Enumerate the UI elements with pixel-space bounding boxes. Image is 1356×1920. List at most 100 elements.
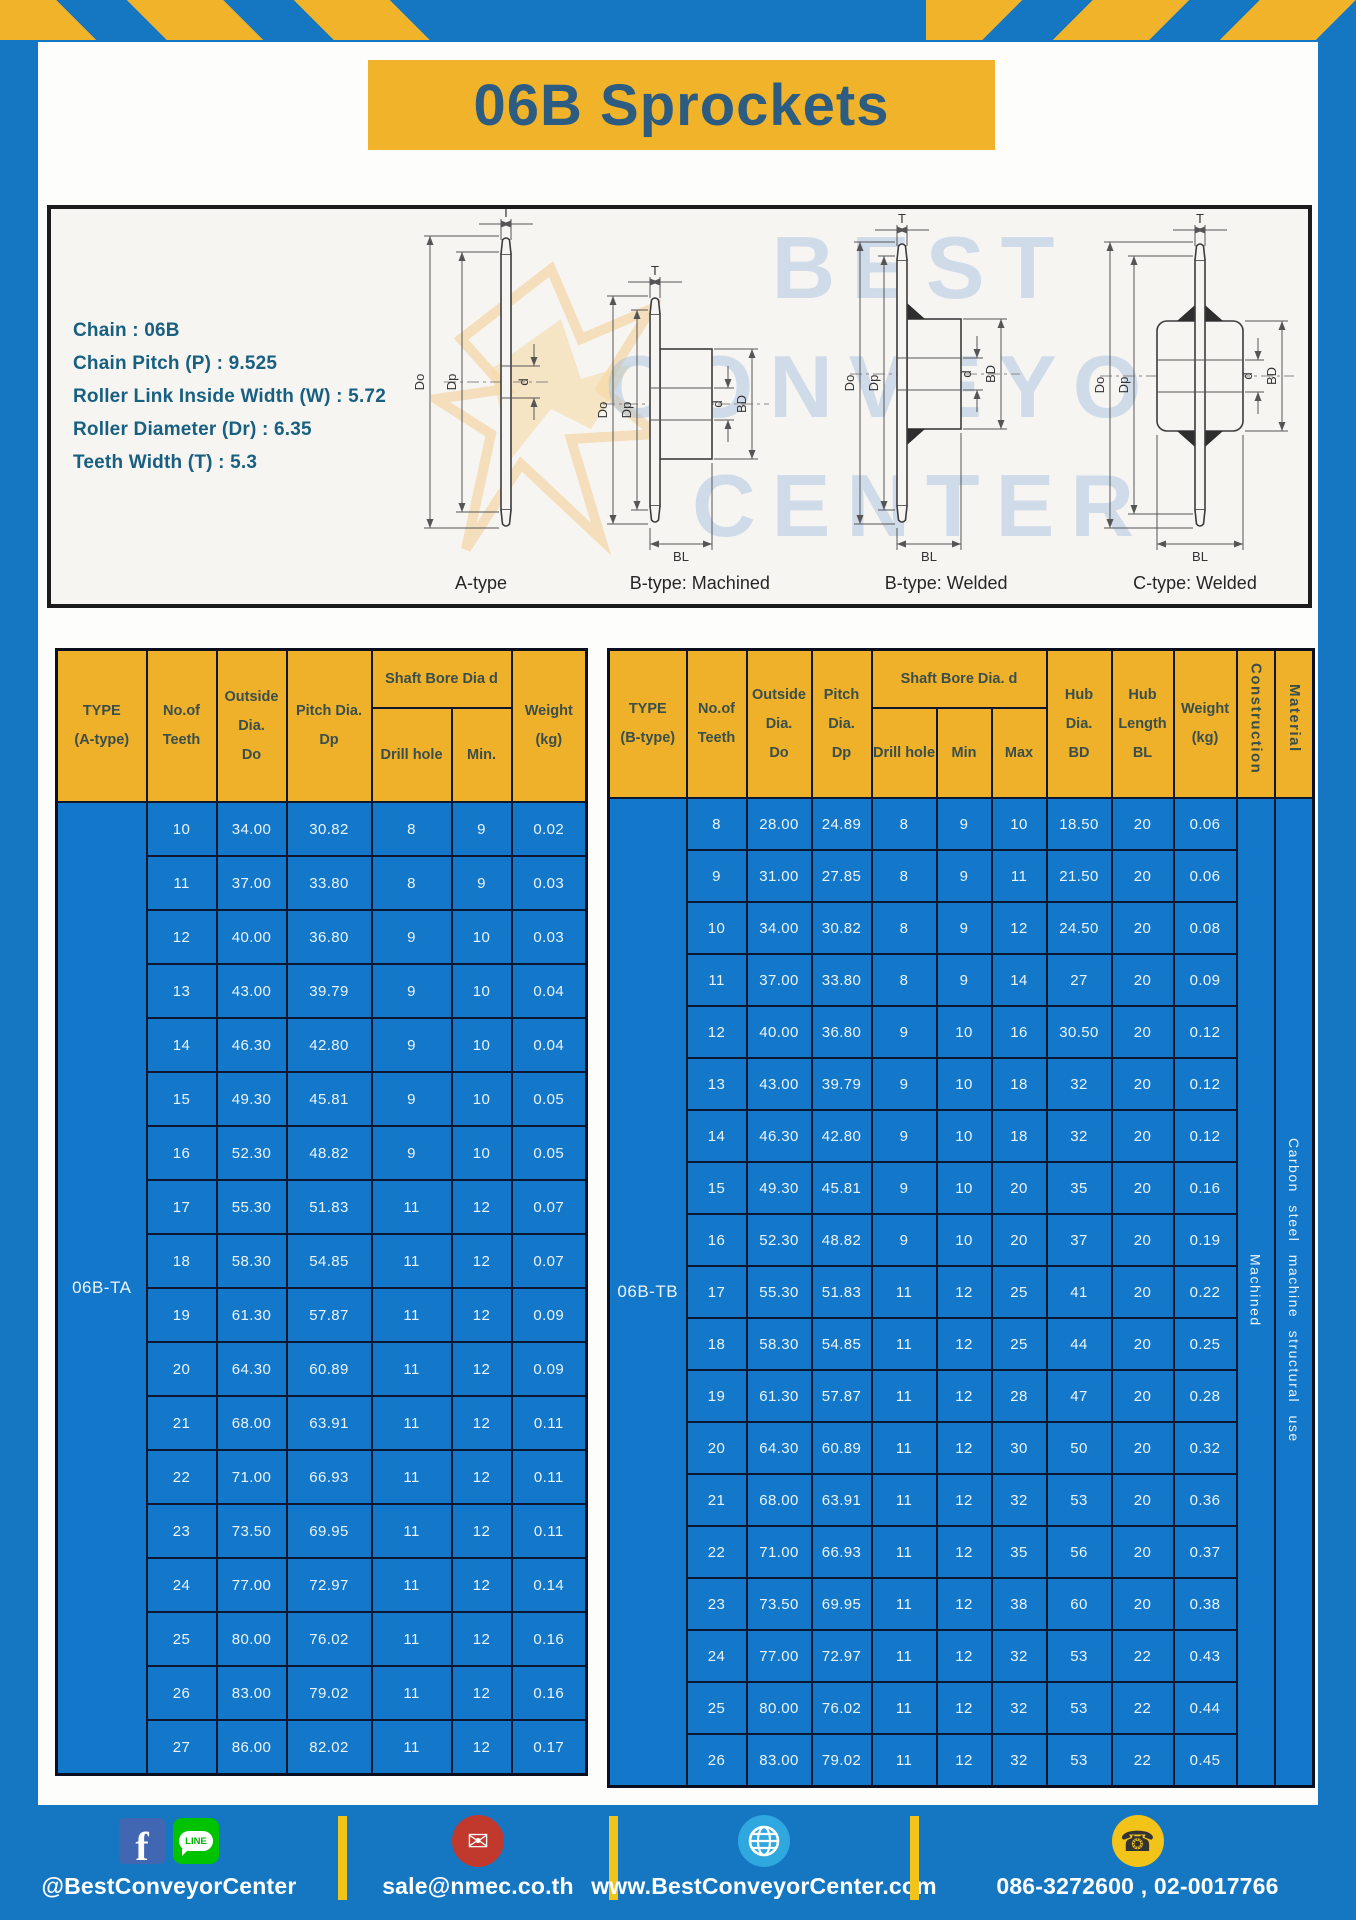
table-cell: 0.05 [510,1071,588,1127]
table-cell: 12 [990,901,1048,955]
chain-specs: Chain : 06B Chain Pitch (P) : 9.525 Roll… [73,309,386,485]
svg-text:Dp: Dp [866,375,881,392]
table-cell: 8 [870,953,938,1007]
table-row: 19 61.30 57.87 11 12 0.09 [57,1287,588,1343]
table-cell: 8 [870,797,938,851]
table-cell: 20 [1110,1577,1175,1631]
content-sheet: 06B Sprockets BEST CONVEYOR CENTER Chain… [38,42,1318,1805]
table-cell: 25 [990,1265,1048,1319]
table-cell: 14 [145,1017,218,1073]
table-cell: 0.05 [510,1125,588,1181]
table-cell: 49.30 [215,1071,288,1127]
table-cell: 12 [145,909,218,965]
table-cell: 19 [145,1287,218,1343]
table-cell: 20 [1110,797,1175,851]
table-cell: 21 [145,1395,218,1451]
table-cell: 11 [870,1265,938,1319]
table-cell: 57.87 [285,1287,373,1343]
svg-text:BD: BD [983,365,998,383]
table-cell: 13 [145,963,218,1019]
footer-email-section: ✉ sale@nmec.co.th [347,1814,609,1900]
table-cell: 0.03 [510,855,588,911]
table-cell: 20 [990,1161,1048,1215]
table-cell: 11 [870,1317,938,1371]
table-cell: 18 [990,1109,1048,1163]
table-cell: 63.91 [810,1473,873,1527]
table-cell: 12 [685,1005,748,1059]
col-header-construction: Construction [1235,648,1276,799]
table-cell: 71.00 [745,1525,813,1579]
table-cell: 20 [1110,849,1175,903]
sprocket-drawing-b-machined: T Do Dp d BD BL [595,252,802,571]
table-cell: 20 [1110,1057,1175,1111]
spec-roller-width: Roller Link Inside Width (W) : 5.72 [73,386,386,407]
table-cell: 11 [370,1719,453,1776]
table-cell: 26 [145,1665,218,1721]
table-cell: 82.02 [285,1719,373,1776]
table-cell: 0.19 [1172,1213,1238,1267]
table-cell: 46.30 [745,1109,813,1163]
table-cell: 12 [935,1681,993,1735]
table-cell: 12 [935,1733,993,1788]
table-cell: 69.95 [810,1577,873,1631]
table-cell: 10 [935,1109,993,1163]
table-cell: 66.93 [285,1449,373,1505]
diagram-b-type-welded: T Do Dp d BD BL B-type: Welded [842,211,1049,602]
table-cell: 76.02 [810,1681,873,1735]
table-cell: 28.00 [745,797,813,851]
table-cell: 10 [685,901,748,955]
table-cell: 72.97 [810,1629,873,1683]
table-row: 17 55.30 51.83 11 12 25 41 20 0.22 [609,1265,1314,1319]
table-row: 27 86.00 82.02 11 12 0.17 [57,1719,588,1776]
table-row: 16 52.30 48.82 9 10 20 37 20 0.19 [609,1213,1314,1267]
table-cell: 53 [1045,1629,1113,1683]
table-cell: 25 [145,1611,218,1667]
table-cell: 18 [685,1317,748,1371]
table-cell: 43.00 [745,1057,813,1111]
table-cell: 0.12 [1172,1005,1238,1059]
table-cell: 60.89 [810,1421,873,1475]
table-cell: 9 [370,963,453,1019]
svg-text:d: d [516,378,531,385]
svg-text:T: T [1196,214,1204,226]
table-cell: 0.25 [1172,1317,1238,1371]
table-cell: 11 [870,1525,938,1579]
table-cell: 12 [935,1629,993,1683]
col-header-teeth: No.of Teeth [685,648,748,799]
table-row: 19 61.30 57.87 11 12 28 47 20 0.28 [609,1369,1314,1423]
table-cell: 20 [1110,1109,1175,1163]
table-row: 15 49.30 45.81 9 10 0.05 [57,1071,588,1127]
table-cell: 12 [450,1395,513,1451]
table-cell: 10 [145,801,218,857]
table-row: 06B-TB 8 28.00 24.89 8 9 10 18.50 20 0.06 Machined… [607,797,1315,1788]
table-cell: 12 [450,1341,513,1397]
phone-numbers: 086-3272600 , 02-0017766 [996,1873,1279,1899]
email-icon: ✉ [452,1815,504,1867]
table-row: 26 83.00 79.02 11 12 32 53 22 0.45 [609,1733,1314,1788]
table-cell: 9 [450,801,513,857]
table-cell: 27 [145,1719,218,1776]
table-cell: 10 [935,1005,993,1059]
table-cell: 63.91 [285,1395,373,1451]
col-header-outside: Outside Dia. Do [745,648,813,799]
table-cell: 80.00 [745,1681,813,1735]
table-cell: 11 [870,1733,938,1788]
table-cell: 21 [685,1473,748,1527]
table-cell: 20 [1110,1265,1175,1319]
table-cell: 20 [1110,1317,1175,1371]
svg-text:d: d [710,400,725,407]
svg-text:Do: Do [1092,377,1107,394]
table-cell: 8 [870,901,938,955]
table-cell: 53 [1045,1733,1113,1788]
table-cell: 35 [990,1525,1048,1579]
table-cell: 34.00 [745,901,813,955]
table-cell: 24 [145,1557,218,1613]
table-row: 12 40.00 36.80 9 10 0.03 [57,909,588,965]
col-header-weight: Weight (kg) [510,648,588,803]
table-cell: 38 [990,1577,1048,1631]
table-cell: 0.06 [1172,797,1238,851]
table-cell: 45.81 [810,1161,873,1215]
col-header-type: TYPE (B-type) [607,648,688,799]
table-cell: 73.50 [745,1577,813,1631]
spec-chain-pitch: Chain Pitch (P) : 9.525 [73,353,278,374]
